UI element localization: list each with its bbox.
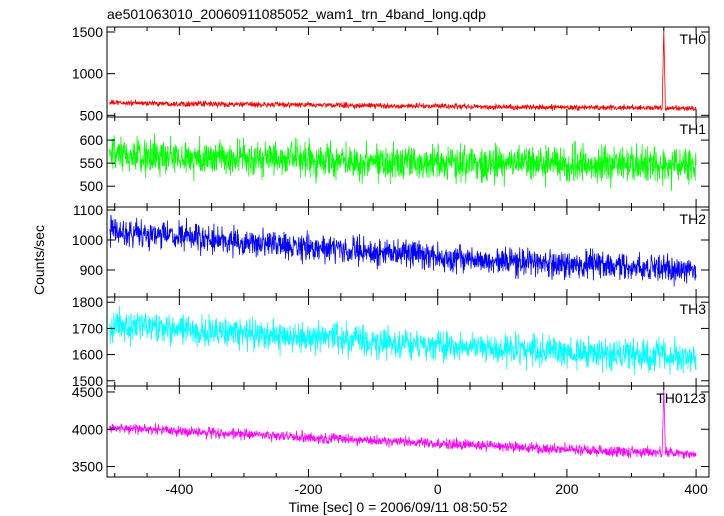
y-axis-label: Counts/sec	[31, 225, 47, 295]
y-tick-label: 1700	[72, 320, 103, 336]
y-tick-label: 550	[80, 155, 104, 171]
panel-label: TH0123	[656, 390, 706, 406]
y-tick-label: 500	[80, 178, 104, 194]
series-th0123	[109, 387, 697, 460]
panel-label: TH3	[680, 301, 707, 317]
panel-label: TH2	[680, 211, 707, 227]
series-th3	[109, 306, 697, 376]
series-th0	[109, 28, 697, 112]
y-tick-label: 1600	[72, 347, 103, 363]
y-tick-label: 1500	[72, 24, 103, 40]
panel-th2: TH2 900 1000 1100	[72, 202, 710, 298]
panel-label: TH1	[680, 121, 707, 137]
y-tick-label: 1000	[72, 232, 103, 248]
panel-th0123: TH0123 3500 4000 4500 -400 -200 0 200 400	[72, 384, 710, 497]
chart-title: ae501063010_20060911085052_wam1_trn_4ban…	[107, 6, 486, 22]
y-tick-label: 1800	[72, 294, 103, 310]
x-tick-label: -400	[165, 481, 193, 497]
y-tick-label: 1000	[72, 66, 103, 82]
series-th2	[109, 214, 697, 287]
x-tick-label: 400	[684, 481, 708, 497]
x-tick-label: -200	[295, 481, 323, 497]
x-axis-label: Time [sec] 0 = 2006/09/11 08:50:52	[288, 499, 507, 515]
y-tick-label: 900	[80, 262, 104, 278]
panel-th3: TH3 1500 1600 1700 1800	[72, 294, 710, 389]
y-tick-label: 600	[80, 132, 104, 148]
panel-th1: TH1 500 550 600	[80, 116, 710, 208]
panel-label: TH0	[680, 31, 707, 47]
y-tick-label: 4500	[72, 384, 103, 400]
y-tick-label: 500	[80, 107, 104, 123]
panels-group: TH0 500 1000 1500 TH1 500 550 600 TH2 900 1000 1100…	[72, 24, 710, 497]
series-th1	[109, 133, 697, 191]
x-tick-label: 0	[434, 481, 442, 497]
y-tick-label: 1100	[73, 202, 103, 218]
y-tick-label: 3500	[72, 459, 103, 475]
y-tick-label: 1500	[72, 373, 103, 389]
panel-th0: TH0 500 1000 1500	[72, 24, 710, 123]
x-tick-label: 200	[555, 481, 579, 497]
y-tick-label: 4000	[72, 421, 103, 437]
panel-frame	[106, 385, 710, 478]
